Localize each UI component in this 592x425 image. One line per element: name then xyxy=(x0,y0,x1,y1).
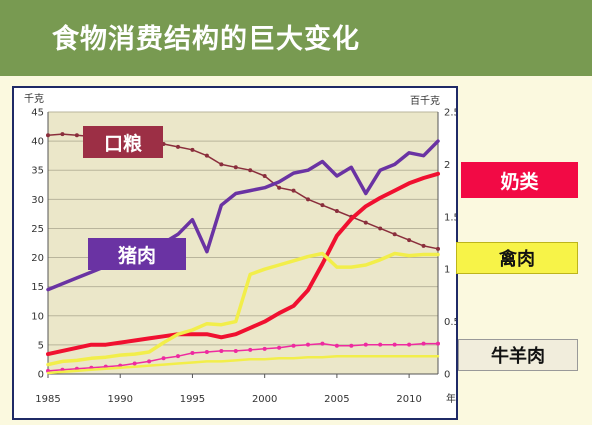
left-tick-label-6: 30 xyxy=(31,195,44,206)
slide-title: 食物消费结构的巨大变化 xyxy=(52,24,360,55)
series-line-poultry xyxy=(46,251,440,367)
series-point-grain-9 xyxy=(176,144,180,149)
right-tick-label-4: 2 xyxy=(444,160,450,171)
series-point-beef_mutton-18 xyxy=(306,342,310,347)
series-point-grain-17 xyxy=(291,188,296,193)
line-chart: 0 5 10 15 20 25 30 35 40 45 0 0.5 1 1.5 2 2.5 1985 1990 19… xyxy=(24,93,456,405)
x-tick-label-2: 1995 xyxy=(180,394,205,405)
series-point-grain-1 xyxy=(60,132,65,137)
series-line-beef_mutton xyxy=(47,342,439,372)
label-beef-mutton: 牛羊肉 xyxy=(458,339,578,371)
label-dairy: 奶类 xyxy=(461,162,578,198)
left-tick-label-4: 20 xyxy=(31,253,44,264)
label-grain: 口粮 xyxy=(83,126,163,158)
left-tick-label-5: 25 xyxy=(31,224,44,235)
right-tick-label-3: 1.5 xyxy=(444,212,456,223)
left-tick-label-3: 15 xyxy=(31,282,44,293)
series-point-beef_mutton-6 xyxy=(132,361,137,366)
series-point-grain-19 xyxy=(320,203,325,208)
series-point-beef_mutton-25 xyxy=(407,342,412,347)
series-point-grain-23 xyxy=(378,226,383,231)
left-tick-label-0: 0 xyxy=(38,370,44,381)
series-point-beef_mutton-19 xyxy=(320,341,325,346)
x-axis-unit: 年份 xyxy=(446,392,456,405)
series-point-grain-12 xyxy=(219,162,224,167)
left-tick-label-8: 40 xyxy=(31,137,44,148)
series-point-beef_mutton-23 xyxy=(378,342,383,347)
right-axis-unit: 百千克 xyxy=(410,95,440,107)
series-point-grain-10 xyxy=(190,147,195,152)
series-point-grain-20 xyxy=(334,208,339,213)
right-tick-label-5: 2.5 xyxy=(444,108,456,119)
series-point-grain-27 xyxy=(436,246,440,251)
series-point-grain-14 xyxy=(248,168,253,173)
series-point-beef_mutton-13 xyxy=(233,348,238,353)
right-tick-label-1: 0.5 xyxy=(444,317,456,328)
series-point-grain-25 xyxy=(407,238,412,243)
series-line-mutton_low xyxy=(46,354,440,375)
series-point-beef_mutton-24 xyxy=(392,342,397,347)
x-tick-label-1: 1990 xyxy=(107,394,132,405)
right-tick-label-0: 0 xyxy=(444,370,450,381)
x-tick-label-4: 2005 xyxy=(324,394,349,405)
left-tick-label-2: 10 xyxy=(31,311,44,322)
series-point-beef_mutton-14 xyxy=(248,347,253,352)
series-point-beef_mutton-16 xyxy=(277,345,282,350)
series-point-grain-2 xyxy=(74,133,79,138)
series-point-beef_mutton-17 xyxy=(291,343,296,348)
chart-frame: 0 5 10 15 20 25 30 35 40 45 0 0.5 1 1.5 2 2.5 1985 1990 19… xyxy=(12,86,458,420)
series-line-dairy xyxy=(46,171,440,357)
series-point-grain-26 xyxy=(421,243,426,248)
series-point-beef_mutton-11 xyxy=(204,349,209,354)
series-point-grain-13 xyxy=(233,165,238,170)
series-point-grain-15 xyxy=(262,174,267,179)
series-point-beef_mutton-26 xyxy=(421,341,426,346)
slide-header: 食物消费结构的巨大变化 xyxy=(0,0,592,76)
series-point-beef_mutton-20 xyxy=(334,343,339,348)
left-tick-label-1: 5 xyxy=(38,340,44,351)
series-point-beef_mutton-9 xyxy=(176,354,180,359)
x-tick-label-5: 2010 xyxy=(396,394,421,405)
right-tick-label-2: 1 xyxy=(444,265,450,276)
series-point-grain-18 xyxy=(306,197,310,202)
series-point-beef_mutton-10 xyxy=(190,351,195,356)
label-pork: 猪肉 xyxy=(88,238,186,270)
series-point-grain-22 xyxy=(363,220,368,225)
series-point-beef_mutton-21 xyxy=(349,343,354,348)
series-point-beef_mutton-12 xyxy=(219,348,224,353)
left-tick-label-9: 45 xyxy=(31,108,44,119)
series-point-grain-16 xyxy=(277,185,282,190)
series-point-beef_mutton-7 xyxy=(147,359,152,364)
label-poultry: 禽肉 xyxy=(456,242,578,274)
series-point-grain-24 xyxy=(392,232,397,237)
x-tick-label-0: 1985 xyxy=(35,394,60,405)
series-point-grain-11 xyxy=(204,153,209,158)
x-tick-label-3: 2000 xyxy=(252,394,277,405)
series-point-beef_mutton-27 xyxy=(436,341,440,346)
left-axis-unit: 千克 xyxy=(24,93,44,105)
series-point-beef_mutton-8 xyxy=(161,356,166,361)
left-tick-label-7: 35 xyxy=(31,166,44,177)
series-point-grain-0 xyxy=(46,133,50,138)
series-point-beef_mutton-15 xyxy=(262,346,267,351)
series-point-beef_mutton-22 xyxy=(363,342,368,347)
